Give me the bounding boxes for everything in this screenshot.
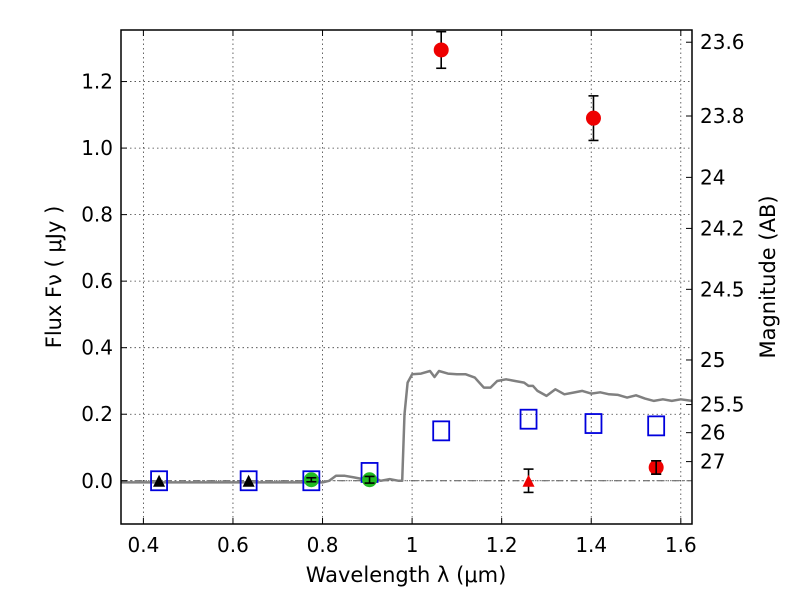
- y2-tick-label: 24.2: [700, 216, 745, 240]
- x-tick-label: 1.4: [575, 533, 607, 557]
- y-tick-label: 0.0: [81, 469, 113, 493]
- y-tick-label: 0.8: [81, 203, 113, 227]
- model-flux-square: [150, 470, 168, 492]
- y2-tick-label: 25: [700, 348, 725, 372]
- model-sed-line: [121, 369, 693, 484]
- grid: [121, 30, 692, 524]
- model-flux-square: [647, 415, 666, 437]
- upper-limit-triangle: [153, 474, 166, 487]
- x-tick-label: 0.4: [127, 533, 159, 557]
- y-tick-label: 0.4: [81, 336, 113, 360]
- model-flux-square: [584, 413, 603, 434]
- x-tick-label: 1: [406, 533, 419, 557]
- y-tick-label: 1.2: [81, 70, 113, 94]
- axis-ticks: 0.4 0.6 0.8 1 1.2 1.4 1.6 0.0 0.2 0.4 0.6 0.8 1.0 1.2…: [81, 30, 745, 557]
- model-flux-square: [432, 420, 451, 442]
- y2-tick-label: 24.5: [700, 277, 745, 301]
- data-series: [121, 30, 693, 494]
- y2-tick-label: 23.6: [700, 30, 745, 54]
- x-tick-label: 0.8: [307, 533, 339, 557]
- y-tick-label: 0.6: [81, 269, 113, 293]
- x-axis-title: Wavelength λ (μm): [306, 563, 507, 587]
- x-tick-label: 1.2: [486, 533, 518, 557]
- y-tick-label: 0.2: [81, 402, 113, 426]
- detection-point: [585, 110, 601, 126]
- plot-frame: [120, 29, 693, 525]
- y-axis-title: Flux Fν ( μJy ): [42, 206, 66, 349]
- y2-tick-label: 27: [700, 450, 725, 474]
- model-flux-square: [239, 470, 258, 492]
- y2-tick-label: 25.5: [700, 393, 745, 417]
- y-tick-label: 1.0: [81, 136, 113, 160]
- detection-point: [433, 42, 449, 58]
- upper-limit-triangle: [522, 474, 535, 487]
- model-flux-square: [302, 470, 321, 492]
- upper-limit-triangle: [242, 474, 255, 487]
- y2-tick-label: 23.8: [700, 104, 745, 128]
- x-tick-label: 0.6: [217, 533, 249, 557]
- model-flux-square: [519, 408, 538, 430]
- y2-axis-title: Magnitude (AB): [756, 195, 780, 358]
- y2-tick-label: 26: [700, 421, 725, 445]
- x-tick-label: 1.6: [665, 533, 697, 557]
- y2-tick-label: 24: [700, 165, 725, 189]
